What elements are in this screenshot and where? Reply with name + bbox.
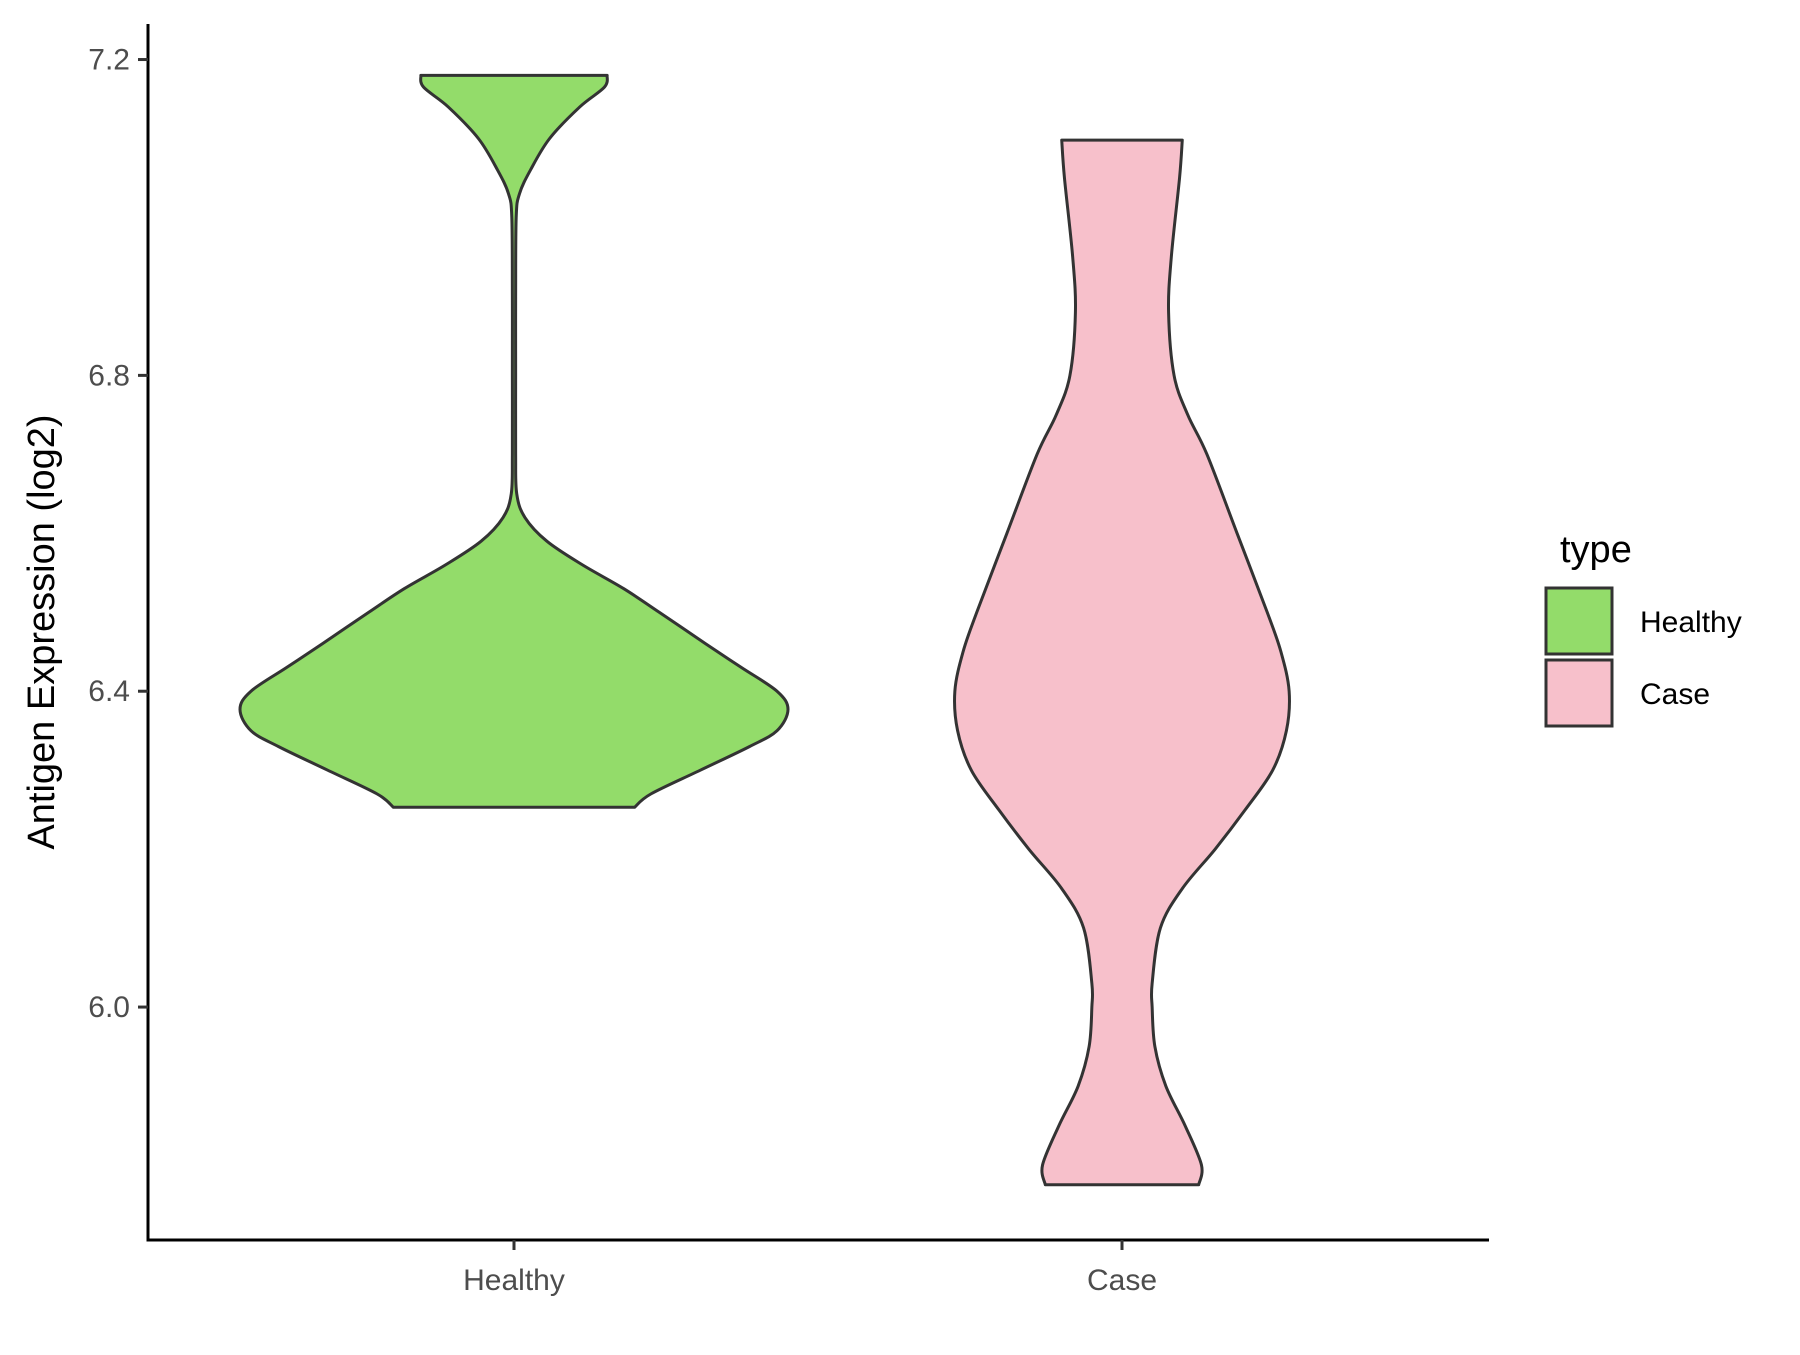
- violin-layer: [238, 73, 1291, 1187]
- y-tick-label: 7.2: [88, 44, 130, 77]
- legend: type Healthy Case: [1544, 529, 1742, 728]
- violin-case: [953, 138, 1291, 1187]
- y-tick-label: 6.4: [88, 675, 130, 708]
- legend-key-case: [1544, 658, 1614, 728]
- x-axis: Healthy Case: [146, 1238, 1489, 1297]
- y-tick-label: 6.0: [88, 991, 130, 1024]
- y-axis: 6.0 6.4 6.8 7.2: [88, 24, 150, 1240]
- y-axis-title: Antigen Expression (log2): [21, 414, 63, 849]
- legend-label-healthy: Healthy: [1640, 606, 1742, 639]
- legend-title: type: [1560, 529, 1632, 571]
- legend-key-healthy: [1544, 586, 1614, 656]
- x-tick-label: Case: [1087, 1264, 1157, 1297]
- x-tick-label: Healthy: [463, 1264, 565, 1297]
- y-tick-label: 6.8: [88, 359, 130, 392]
- legend-label-case: Case: [1640, 678, 1710, 711]
- violin-healthy: [238, 73, 790, 809]
